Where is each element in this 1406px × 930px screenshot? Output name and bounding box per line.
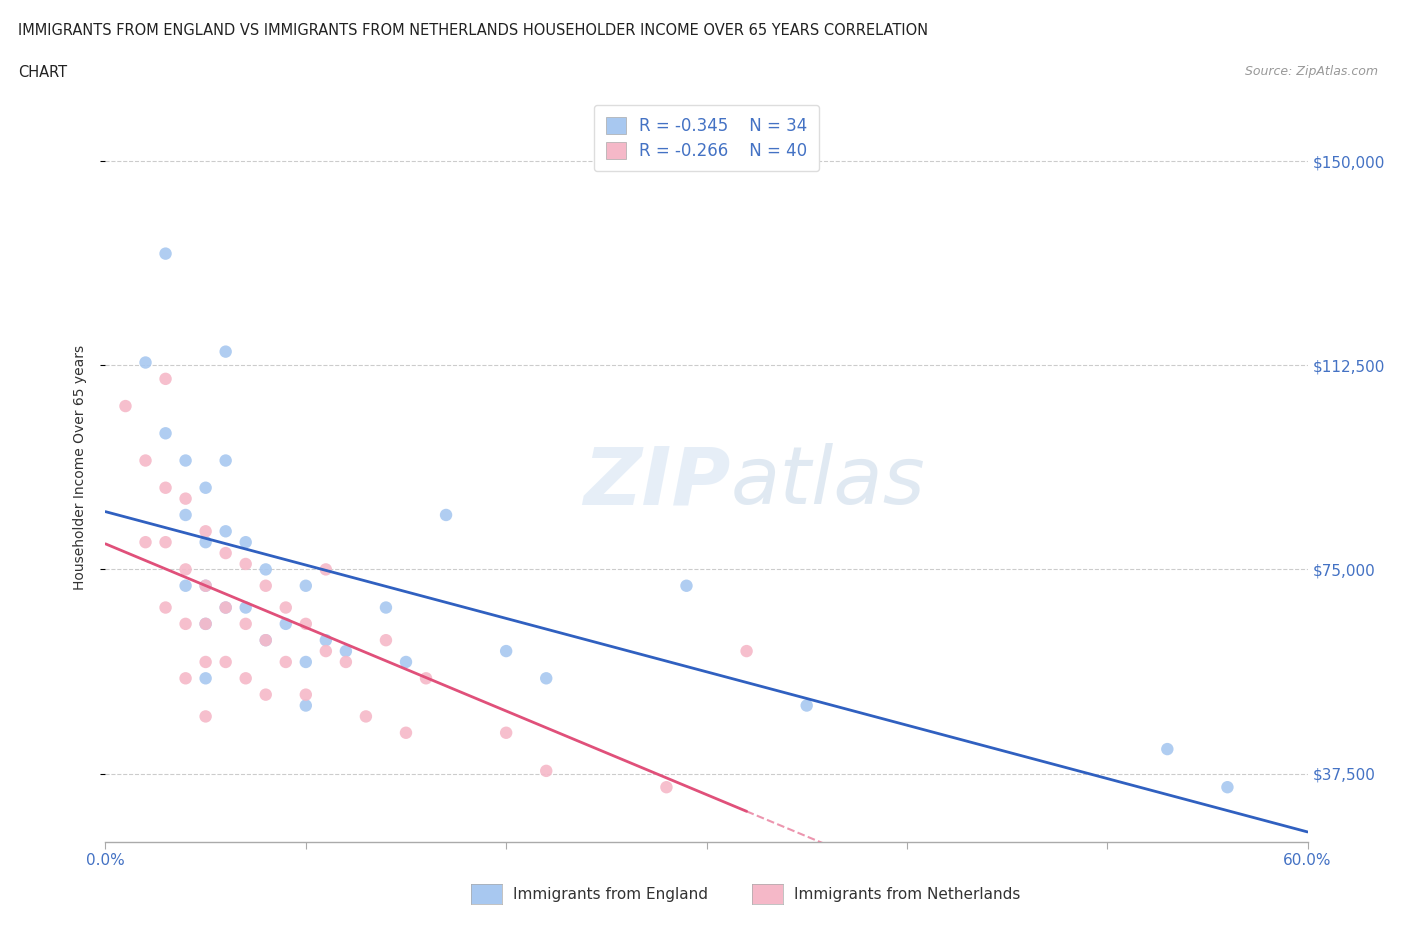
Point [174, 617, 197, 631]
Point [214, 344, 236, 359]
Point [274, 655, 297, 670]
Point [655, 779, 678, 794]
Point [155, 371, 177, 386]
Point [194, 671, 217, 685]
Point [434, 508, 457, 523]
Point [155, 480, 177, 495]
Point [315, 632, 337, 647]
Point [155, 600, 177, 615]
Point [1216, 779, 1239, 794]
Point [235, 535, 257, 550]
Text: CHART: CHART [18, 65, 67, 80]
Point [1156, 741, 1178, 756]
Point [415, 671, 437, 685]
Point [174, 671, 197, 685]
Point [495, 644, 517, 658]
Text: Source: ZipAtlas.com: Source: ZipAtlas.com [1244, 65, 1378, 78]
Point [155, 246, 177, 261]
Point [295, 578, 318, 593]
Point [796, 698, 818, 713]
Point [114, 399, 136, 414]
Text: Immigrants from England: Immigrants from England [513, 887, 709, 902]
Point [274, 617, 297, 631]
Point [254, 578, 277, 593]
Point [214, 546, 236, 561]
Point [235, 556, 257, 571]
Point [174, 578, 197, 593]
Point [174, 453, 197, 468]
Point [235, 600, 257, 615]
Point [135, 453, 157, 468]
Point [274, 600, 297, 615]
Point [395, 655, 418, 670]
Point [374, 632, 398, 647]
Point [155, 535, 177, 550]
Point [254, 632, 277, 647]
Point [675, 578, 697, 593]
Point [295, 617, 318, 631]
Point [135, 535, 157, 550]
Point [335, 655, 357, 670]
Point [194, 617, 217, 631]
Point [194, 524, 217, 538]
Point [495, 725, 517, 740]
Point [534, 671, 557, 685]
Point [295, 655, 318, 670]
Point [214, 524, 236, 538]
Point [174, 508, 197, 523]
Point [374, 600, 398, 615]
Point [335, 644, 357, 658]
Point [214, 600, 236, 615]
Point [194, 617, 217, 631]
Point [534, 764, 557, 778]
Point [214, 600, 236, 615]
Point [214, 453, 236, 468]
Point [315, 562, 337, 577]
Y-axis label: Householder Income Over 65 years: Householder Income Over 65 years [73, 345, 87, 590]
Point [194, 578, 217, 593]
Point [315, 644, 337, 658]
Point [194, 535, 217, 550]
Point [295, 698, 318, 713]
Text: ZIP: ZIP [583, 444, 731, 522]
Text: IMMIGRANTS FROM ENGLAND VS IMMIGRANTS FROM NETHERLANDS HOUSEHOLDER INCOME OVER 6: IMMIGRANTS FROM ENGLAND VS IMMIGRANTS FR… [18, 23, 928, 38]
Point [395, 725, 418, 740]
Point [214, 655, 236, 670]
Point [235, 671, 257, 685]
Point [254, 562, 277, 577]
Legend: R = -0.345    N = 34, R = -0.266    N = 40: R = -0.345 N = 34, R = -0.266 N = 40 [595, 105, 818, 171]
Point [155, 426, 177, 441]
Point [194, 655, 217, 670]
Point [135, 355, 157, 370]
Point [194, 578, 217, 593]
Point [235, 617, 257, 631]
Point [194, 480, 217, 495]
Point [174, 562, 197, 577]
Point [254, 632, 277, 647]
Point [194, 709, 217, 724]
Point [254, 687, 277, 702]
Point [295, 687, 318, 702]
Text: atlas: atlas [731, 444, 925, 522]
Text: Immigrants from Netherlands: Immigrants from Netherlands [794, 887, 1021, 902]
Point [354, 709, 377, 724]
Point [735, 644, 758, 658]
Point [174, 491, 197, 506]
